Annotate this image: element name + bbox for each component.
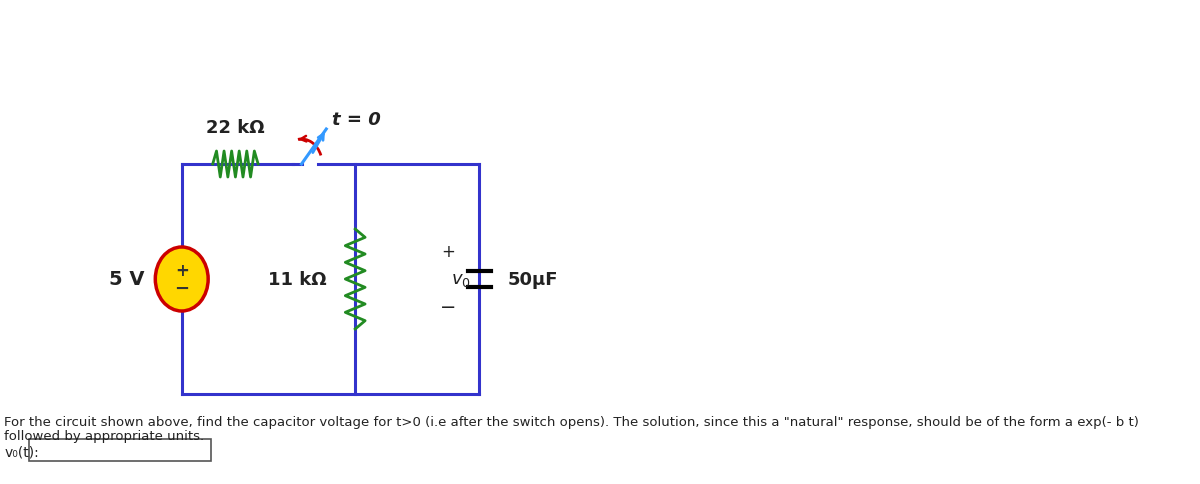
Text: For the circuit shown above, find the capacitor voltage for t>0 (i.e after the s: For the circuit shown above, find the ca… <box>4 416 1139 429</box>
FancyBboxPatch shape <box>29 439 211 461</box>
Text: 5 V: 5 V <box>109 270 144 289</box>
Text: followed by appropriate units.: followed by appropriate units. <box>4 430 204 442</box>
Text: t = 0: t = 0 <box>332 111 380 129</box>
Text: −: − <box>439 298 456 317</box>
Text: $v_0$: $v_0$ <box>451 271 470 288</box>
Text: 50μF: 50μF <box>508 271 558 288</box>
Text: v₀(t):: v₀(t): <box>4 445 38 459</box>
Text: 11 kΩ: 11 kΩ <box>268 271 326 288</box>
Text: −: − <box>174 279 190 297</box>
Text: +: + <box>440 242 455 260</box>
Text: +: + <box>175 261 188 279</box>
Text: 22 kΩ: 22 kΩ <box>206 119 265 136</box>
Circle shape <box>155 247 208 311</box>
